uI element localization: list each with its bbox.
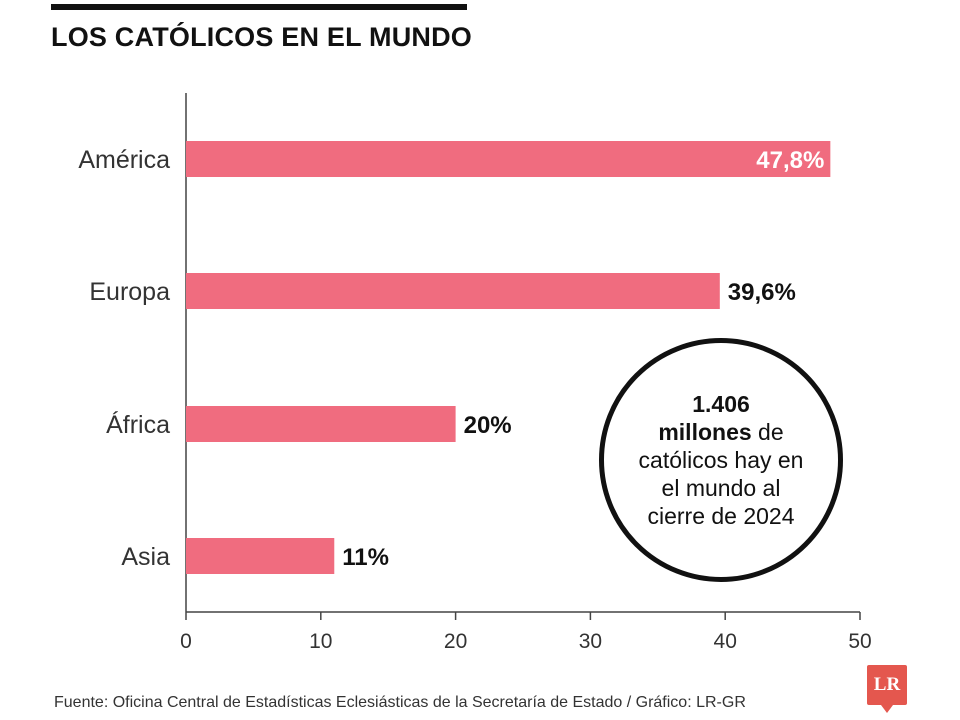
- category-label: América: [78, 146, 170, 174]
- chart-title: LOS CATÓLICOS EN EL MUNDO: [51, 22, 473, 52]
- x-tick-label: 40: [714, 630, 737, 653]
- x-tick-label: 10: [309, 630, 332, 653]
- value-label: 11%: [342, 544, 389, 571]
- bar: [186, 273, 720, 309]
- source-note: Fuente: Oficina Central de Estadísticas …: [54, 694, 746, 711]
- x-tick-label: 30: [579, 630, 602, 653]
- callout-line-5: cierre de 2024: [647, 503, 795, 529]
- callout-number: 1.406: [692, 391, 750, 417]
- total-callout: 1.406 millones de católicos hay en el mu…: [599, 338, 843, 582]
- callout-line-4: el mundo al: [661, 475, 781, 501]
- category-label: Asia: [121, 543, 170, 571]
- bar: [186, 538, 335, 574]
- callout-line-3: católicos hay en: [638, 447, 804, 473]
- bar: [186, 406, 456, 442]
- callout-line-2: millones de: [658, 419, 784, 445]
- bar: [186, 141, 831, 177]
- category-label: África: [106, 410, 170, 439]
- x-tick-label: 0: [180, 630, 192, 653]
- title-rule: [51, 4, 467, 10]
- lr-logo: LR: [867, 665, 907, 713]
- value-label: 47,8%: [756, 147, 824, 174]
- value-label: 39,6%: [728, 279, 796, 306]
- x-tick-label: 20: [444, 630, 467, 653]
- category-label: Europa: [89, 278, 170, 306]
- x-tick-label: 50: [848, 630, 871, 653]
- bar-chart: 0 10 20 30 40 50 América 47,8% Europa 39,6% Áfric…: [78, 93, 872, 653]
- value-label: 20%: [464, 412, 512, 439]
